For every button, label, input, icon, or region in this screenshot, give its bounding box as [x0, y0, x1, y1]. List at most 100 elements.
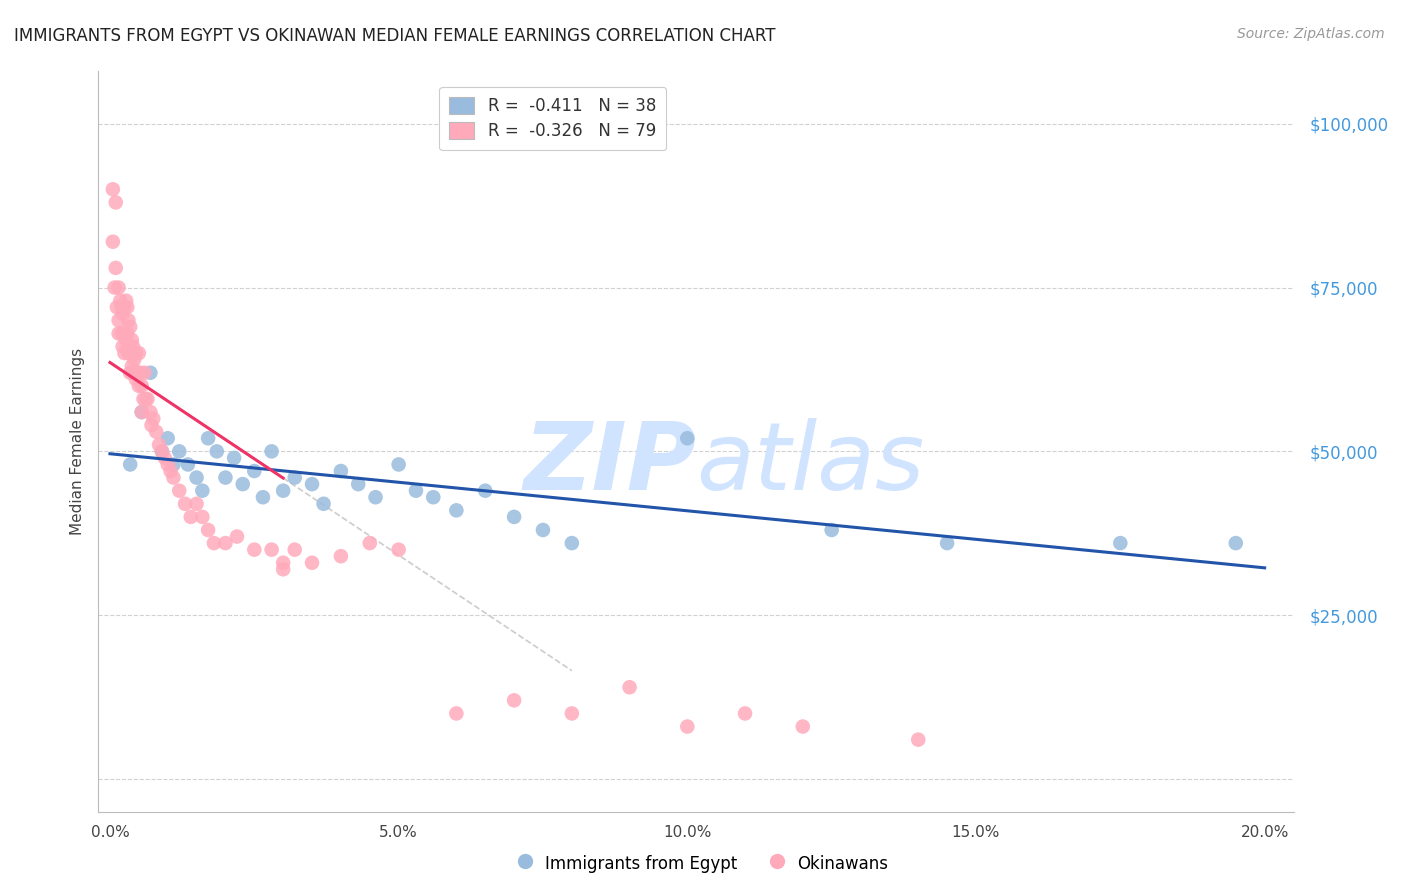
Point: [243, 464, 266, 478]
Point: [503, 509, 526, 524]
Point: [128, 346, 150, 360]
Point: [131, 405, 153, 419]
Point: [243, 542, 266, 557]
Point: [122, 366, 145, 380]
Point: [136, 392, 159, 406]
Point: [111, 339, 134, 353]
Point: [145, 425, 167, 439]
Point: [820, 523, 842, 537]
Point: [676, 720, 699, 734]
Point: [141, 418, 163, 433]
Point: [284, 470, 307, 484]
Point: [112, 326, 135, 341]
Point: [104, 195, 127, 210]
Point: [907, 732, 929, 747]
Point: [232, 477, 254, 491]
Point: [101, 182, 124, 196]
Point: [153, 450, 176, 465]
Point: [503, 693, 526, 707]
Point: [122, 352, 145, 367]
Point: [167, 444, 190, 458]
Point: [128, 379, 150, 393]
Text: IMMIGRANTS FROM EGYPT VS OKINAWAN MEDIAN FEMALE EARNINGS CORRELATION CHART: IMMIGRANTS FROM EGYPT VS OKINAWAN MEDIAN…: [14, 27, 776, 45]
Point: [186, 470, 208, 484]
Point: [117, 326, 139, 341]
Point: [531, 523, 554, 537]
Point: [115, 333, 138, 347]
Text: ZIP: ZIP: [523, 417, 696, 509]
Point: [111, 307, 134, 321]
Point: [139, 366, 162, 380]
Point: [405, 483, 427, 498]
Point: [121, 359, 143, 374]
Point: [103, 280, 125, 294]
Point: [446, 706, 468, 721]
Point: [162, 458, 184, 472]
Point: [422, 490, 444, 504]
Point: [197, 431, 219, 445]
Point: [271, 556, 294, 570]
Point: [312, 497, 335, 511]
Legend: Immigrants from Egypt, Okinawans: Immigrants from Egypt, Okinawans: [512, 847, 894, 880]
Point: [162, 470, 184, 484]
Point: [110, 293, 132, 308]
Point: [131, 405, 153, 419]
Point: [167, 483, 190, 498]
Point: [734, 706, 756, 721]
Point: [301, 477, 323, 491]
Point: [120, 458, 142, 472]
Point: [301, 556, 323, 570]
Point: [260, 444, 283, 458]
Point: [1225, 536, 1247, 550]
Point: [676, 431, 699, 445]
Point: [260, 542, 283, 557]
Point: [131, 379, 153, 393]
Point: [150, 444, 173, 458]
Point: [202, 536, 225, 550]
Point: [156, 431, 179, 445]
Point: [792, 720, 814, 734]
Point: [284, 542, 307, 557]
Point: [115, 293, 138, 308]
Point: [104, 260, 127, 275]
Point: [271, 562, 294, 576]
Point: [226, 530, 249, 544]
Point: [156, 458, 179, 472]
Point: [271, 483, 294, 498]
Point: [134, 366, 156, 380]
Point: [148, 438, 170, 452]
Point: [125, 346, 148, 360]
Point: [120, 366, 142, 380]
Text: atlas: atlas: [696, 418, 924, 509]
Point: [619, 680, 641, 694]
Point: [122, 339, 145, 353]
Point: [117, 346, 139, 360]
Point: [1109, 536, 1132, 550]
Point: [197, 523, 219, 537]
Point: [105, 300, 128, 314]
Point: [107, 313, 129, 327]
Point: [120, 319, 142, 334]
Y-axis label: Median Female Earnings: Median Female Earnings: [69, 348, 84, 535]
Point: [112, 300, 135, 314]
Point: [446, 503, 468, 517]
Point: [561, 706, 583, 721]
Point: [180, 509, 202, 524]
Point: [110, 326, 132, 341]
Point: [150, 444, 173, 458]
Point: [129, 366, 152, 380]
Point: [177, 458, 200, 472]
Point: [142, 411, 165, 425]
Point: [388, 458, 411, 472]
Point: [174, 497, 197, 511]
Legend: R =  -0.411   N = 38, R =  -0.326   N = 79: R = -0.411 N = 38, R = -0.326 N = 79: [439, 87, 666, 150]
Point: [112, 346, 135, 360]
Point: [222, 450, 245, 465]
Point: [936, 536, 959, 550]
Point: [191, 509, 214, 524]
Point: [329, 464, 352, 478]
Point: [117, 313, 139, 327]
Point: [125, 372, 148, 386]
Text: Source: ZipAtlas.com: Source: ZipAtlas.com: [1237, 27, 1385, 41]
Point: [135, 392, 157, 406]
